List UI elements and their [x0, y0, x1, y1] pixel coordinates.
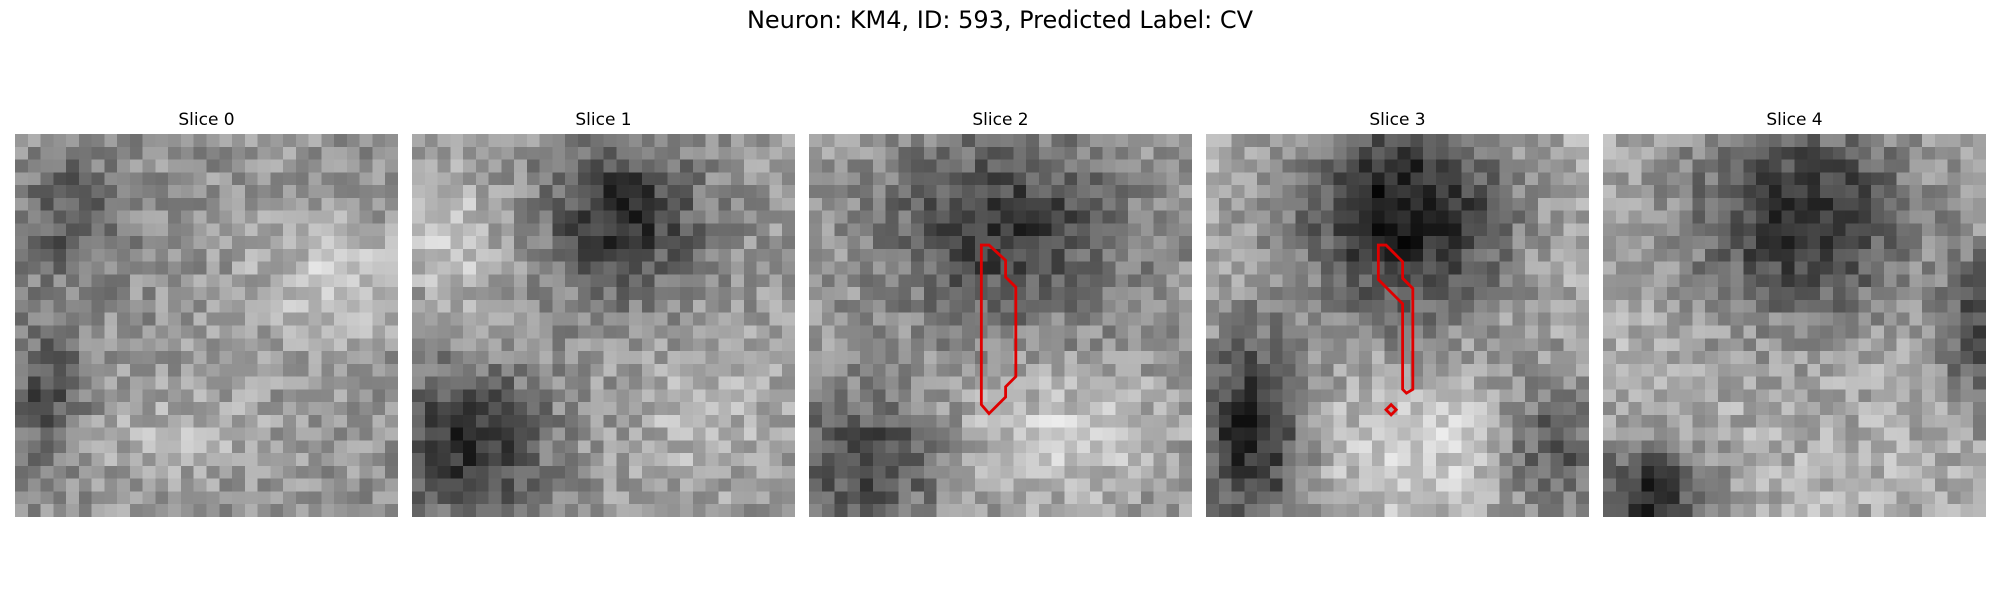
segmentation-contour — [1376, 243, 1415, 395]
slice-title: Slice 2 — [972, 110, 1029, 130]
segmentation-contour — [979, 243, 1018, 416]
slice-panel-1: Slice 1 — [412, 110, 795, 517]
slice-panel-2: Slice 2 — [809, 110, 1192, 517]
slice-title: Slice 0 — [178, 110, 235, 130]
slice-title: Slice 1 — [575, 110, 632, 130]
slice-image — [412, 134, 795, 517]
figure-title: Neuron: KM4, ID: 593, Predicted Label: C… — [746, 6, 1254, 34]
slice-panel-4: Slice 4 — [1603, 110, 1986, 517]
slice-title: Slice 3 — [1369, 110, 1426, 130]
slice-image — [809, 134, 1192, 517]
slice-panel-3: Slice 3 — [1206, 110, 1589, 517]
slice-image — [15, 134, 398, 517]
segmentation-contour-small — [1384, 402, 1399, 417]
slice-title: Slice 4 — [1766, 110, 1823, 130]
slice-panel-0: Slice 0 — [15, 110, 398, 517]
slice-image — [1603, 134, 1986, 517]
slice-image — [1206, 134, 1589, 517]
